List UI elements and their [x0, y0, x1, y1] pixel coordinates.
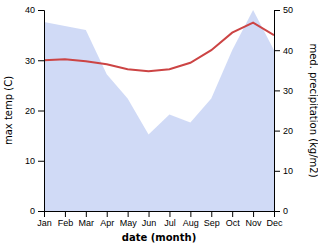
x-axis: Jan Feb Mar Apr May Jun Jul Aug Sep Oct NovDec [37, 211, 283, 228]
tick: 20 [25, 106, 44, 116]
tick-mark [149, 211, 150, 217]
tick-mark [38, 60, 44, 61]
tick-label: 30 [283, 86, 293, 96]
tick-label: 0 [30, 206, 35, 216]
tick-label: 40 [283, 46, 293, 56]
tick: 40 [25, 5, 44, 15]
chart: JanFebMarAprMayJunJulAugSepOctNovDec0102… [0, 0, 318, 247]
tick-label: Jun [142, 218, 157, 228]
plot-area [44, 10, 274, 211]
tick: Mar [79, 211, 95, 228]
tick: 0 [30, 206, 44, 216]
tick-mark [253, 211, 254, 217]
tick: 30 [274, 86, 293, 96]
chart-container: JanFebMarAprMayJunJulAugSepOctNovDec0102… [0, 0, 318, 247]
tick: 30 [25, 56, 44, 66]
tick-label: Aug [183, 218, 199, 228]
tick-mark [274, 50, 280, 51]
tick-label: Oct [226, 218, 241, 228]
tick-mark [38, 211, 44, 212]
y-axis-title: max temp (C) [3, 76, 14, 145]
tick-mark [232, 211, 233, 217]
tick-label: 30 [25, 56, 35, 66]
tick: Feb [58, 211, 74, 228]
tick-mark [274, 90, 280, 91]
precip-area [44, 10, 274, 211]
tick-mark [274, 10, 280, 11]
tick: Apr [100, 211, 114, 228]
tick-mark [274, 211, 280, 212]
tick-mark [38, 111, 44, 112]
tick-mark [38, 161, 44, 162]
tick: 50 [274, 5, 293, 15]
tick-label: Nov [246, 218, 263, 228]
tick-label: Dec [266, 218, 283, 228]
tick: 20 [274, 126, 293, 136]
axis-domain [45, 212, 275, 218]
tick-mark [128, 211, 129, 217]
tick-label: Mar [79, 218, 95, 228]
tick-label: 20 [283, 126, 293, 136]
tick-label: 40 [25, 5, 35, 15]
tick-mark [274, 171, 280, 172]
tick: Dec [266, 211, 283, 228]
tick-label: Jul [164, 218, 176, 228]
tick: 10 [274, 166, 293, 176]
temp-line [44, 23, 274, 72]
tick-mark [211, 211, 212, 217]
x-axis-title: date (month) [122, 232, 196, 243]
axis-domain [275, 11, 281, 212]
tick-label: Apr [100, 218, 114, 228]
tick-mark [107, 211, 108, 217]
tick: 40 [274, 46, 293, 56]
tick-label: 20 [25, 106, 35, 116]
tick-label: 0 [283, 206, 288, 216]
tick-label: May [120, 218, 138, 228]
tick-label: Jan [37, 218, 52, 228]
tick-mark [38, 10, 44, 11]
tick-label: 10 [283, 166, 293, 176]
tick-label: Feb [58, 218, 74, 228]
tick-label: 10 [25, 156, 35, 166]
tick-mark [274, 131, 280, 132]
tick-label: Sep [204, 218, 220, 228]
y2-axis: 0 10 20 30 40 50 [274, 5, 293, 216]
tick: 10 [25, 156, 44, 166]
y2-axis-title: med. precipitation (kg/m2) [308, 43, 318, 177]
tick: Jun [142, 211, 157, 228]
tick: 0 [274, 206, 288, 216]
tick: Nov [246, 211, 263, 228]
tick-mark [65, 211, 66, 217]
tick: Oct [226, 211, 241, 228]
tick-mark [86, 211, 87, 217]
axis-domain [38, 11, 45, 212]
tick: Jul [164, 211, 176, 228]
tick-mark [169, 211, 170, 217]
tick: Aug [183, 211, 199, 228]
tick: May [120, 211, 138, 228]
tick-mark [190, 211, 191, 217]
y-axis: 0 10 20 30 40 [25, 5, 45, 216]
tick: Jan [37, 211, 52, 228]
tick: Sep [204, 211, 220, 228]
tick-label: 50 [283, 5, 293, 15]
